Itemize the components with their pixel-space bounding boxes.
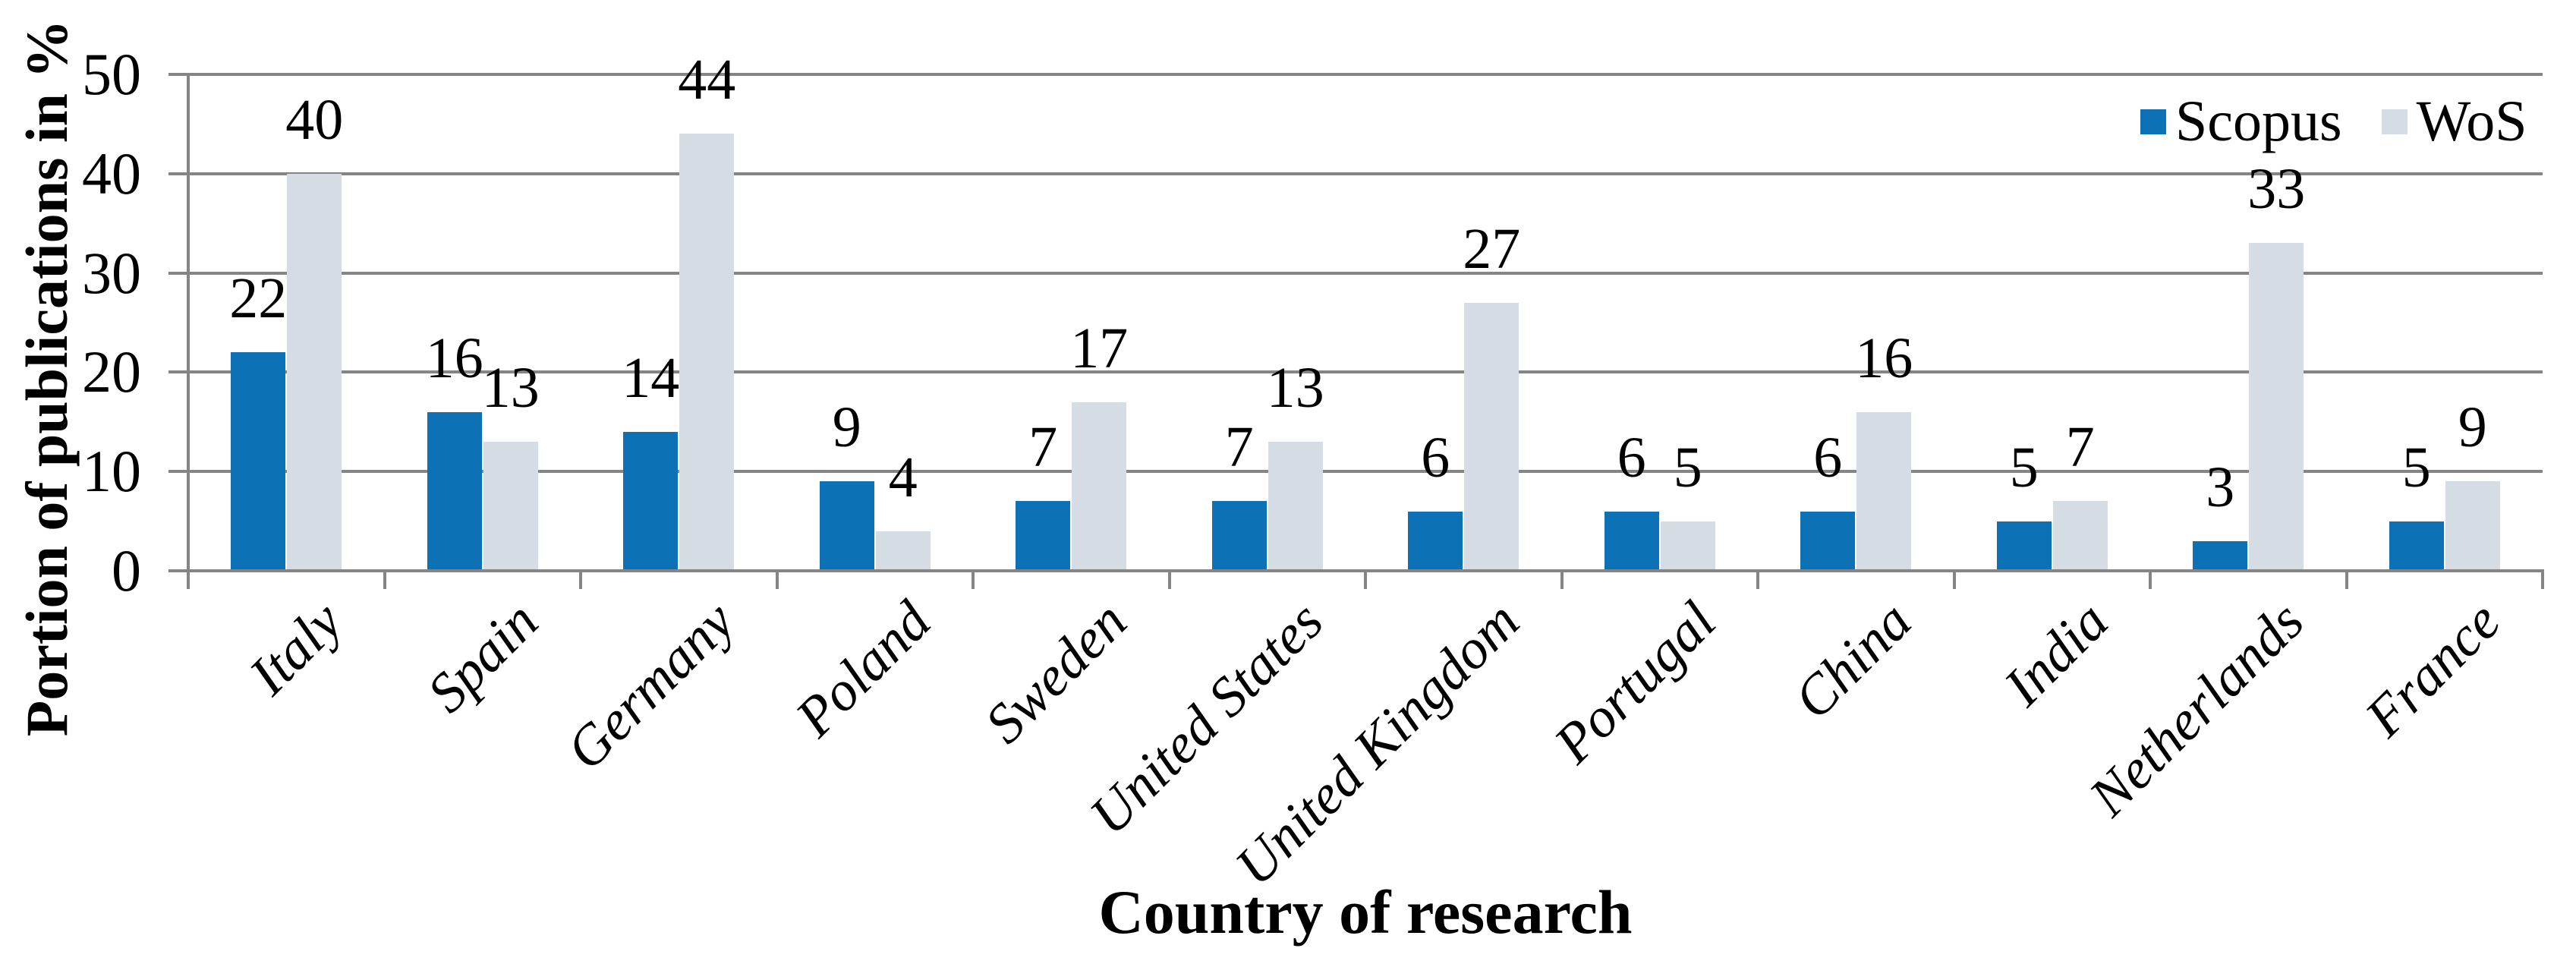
y-tick-label: 0 bbox=[112, 537, 141, 603]
bar-scopus-united-states bbox=[1211, 501, 1267, 571]
bar-label-wos-united-states: 13 bbox=[1266, 355, 1324, 420]
y-tick-mark bbox=[168, 271, 190, 275]
legend-label-scopus: Scopus bbox=[2175, 90, 2342, 153]
bar-label-scopus-poland: 9 bbox=[832, 395, 861, 460]
bar-label-wos-sweden: 17 bbox=[1070, 316, 1129, 380]
legend-item-scopus: Scopus bbox=[2140, 88, 2342, 155]
bar-scopus-poland bbox=[819, 481, 874, 571]
x-axis-title: Country of research bbox=[1098, 877, 1633, 947]
gridline bbox=[188, 470, 2543, 474]
bar-label-scopus-china: 6 bbox=[1813, 425, 1843, 490]
bar-wos-united-states bbox=[1268, 441, 1323, 571]
bar-label-scopus-united-states: 7 bbox=[1224, 415, 1254, 480]
bar-label-scopus-netherlands: 3 bbox=[2206, 455, 2235, 519]
bar-label-scopus-spain: 16 bbox=[425, 326, 483, 390]
bar-wos-italy bbox=[287, 173, 342, 571]
category-label-germany: Germany bbox=[554, 590, 747, 782]
bar-label-wos-united-kingdom: 27 bbox=[1463, 216, 1521, 281]
bar-wos-india bbox=[2052, 501, 2108, 571]
category-label-italy: Italy bbox=[237, 590, 354, 707]
bar-wos-france bbox=[2445, 481, 2500, 571]
bar-label-wos-india: 7 bbox=[2065, 415, 2095, 480]
gridline bbox=[188, 172, 2543, 175]
bar-scopus-germany bbox=[623, 431, 679, 571]
x-tick-mark bbox=[972, 571, 975, 589]
bar-label-wos-spain: 13 bbox=[481, 355, 540, 420]
bar-label-wos-china: 16 bbox=[1855, 326, 1913, 390]
x-tick-mark bbox=[775, 571, 779, 589]
x-tick-mark bbox=[187, 571, 190, 589]
bar-wos-germany bbox=[679, 134, 735, 571]
category-label-spain: Spain bbox=[415, 590, 551, 725]
bar-scopus-netherlands bbox=[2193, 540, 2248, 571]
bar-scopus-italy bbox=[231, 352, 286, 571]
y-tick-mark bbox=[168, 172, 190, 175]
y-axis-line bbox=[187, 73, 190, 572]
category-label-sweden: Sweden bbox=[973, 590, 1139, 756]
gridline bbox=[188, 370, 2543, 374]
bar-wos-china bbox=[1856, 411, 1912, 571]
bar-label-scopus-france: 5 bbox=[2401, 435, 2431, 499]
category-label-netherlands: Netherlands bbox=[2077, 590, 2316, 829]
legend-swatch-wos-icon bbox=[2381, 109, 2408, 134]
legend-label-wos: WoS bbox=[2416, 90, 2527, 153]
bar-wos-netherlands bbox=[2249, 243, 2304, 571]
bar-label-scopus-portugal: 6 bbox=[1617, 425, 1646, 490]
category-label-china: China bbox=[1782, 590, 1924, 732]
y-tick-label: 40 bbox=[82, 140, 141, 206]
legend-swatch-scopus-icon bbox=[2140, 109, 2166, 134]
category-label-portugal: Portugal bbox=[1542, 590, 1728, 776]
y-tick-label: 50 bbox=[82, 41, 141, 107]
bar-label-wos-portugal: 5 bbox=[1673, 435, 1702, 499]
bar-scopus-spain bbox=[427, 411, 482, 571]
y-tick-mark bbox=[168, 73, 190, 76]
x-axis-line bbox=[187, 569, 2544, 572]
x-tick-mark bbox=[579, 571, 582, 589]
x-tick-mark bbox=[1364, 571, 1367, 589]
bar-scopus-sweden bbox=[1016, 501, 1071, 571]
bar-label-wos-italy: 40 bbox=[285, 87, 344, 152]
y-tick-label: 30 bbox=[82, 239, 141, 306]
bar-label-scopus-india: 5 bbox=[2009, 435, 2039, 499]
y-tick-label: 10 bbox=[82, 438, 141, 505]
bar-wos-spain bbox=[483, 441, 538, 571]
bar-wos-portugal bbox=[1660, 521, 1715, 571]
bar-label-scopus-sweden: 7 bbox=[1028, 415, 1058, 480]
bar-wos-united-kingdom bbox=[1464, 302, 1519, 571]
legend-item-wos: WoS bbox=[2381, 88, 2527, 155]
bar-label-wos-poland: 4 bbox=[888, 445, 918, 509]
bar-scopus-france bbox=[2389, 521, 2444, 571]
x-tick-mark bbox=[1167, 571, 1171, 589]
bar-label-scopus-italy: 22 bbox=[229, 266, 288, 331]
category-label-france: France bbox=[2353, 590, 2513, 749]
bar-scopus-india bbox=[1996, 521, 2052, 571]
x-tick-mark bbox=[1756, 571, 1759, 589]
category-label-poland: Poland bbox=[783, 590, 943, 749]
bar-scopus-portugal bbox=[1604, 511, 1659, 571]
gridline bbox=[188, 271, 2543, 275]
bar-label-scopus-united-kingdom: 6 bbox=[1421, 425, 1450, 490]
x-tick-mark bbox=[383, 571, 386, 589]
x-tick-mark bbox=[2149, 571, 2152, 589]
x-tick-mark bbox=[1952, 571, 1956, 589]
bar-label-scopus-germany: 14 bbox=[622, 345, 680, 410]
bar-label-wos-netherlands: 33 bbox=[2247, 157, 2306, 222]
x-tick-mark bbox=[1560, 571, 1564, 589]
x-tick-mark bbox=[2345, 571, 2348, 589]
y-tick-mark bbox=[168, 569, 190, 572]
y-tick-mark bbox=[168, 470, 190, 474]
gridline bbox=[188, 73, 2543, 76]
y-tick-label: 20 bbox=[82, 339, 141, 405]
x-tick-mark bbox=[2541, 571, 2544, 589]
bar-label-wos-france: 9 bbox=[2458, 395, 2487, 460]
legend: Scopus WoS bbox=[2140, 88, 2527, 155]
category-label-india: India bbox=[1992, 590, 2121, 718]
bar-scopus-united-kingdom bbox=[1408, 511, 1463, 571]
bar-wos-sweden bbox=[1072, 402, 1127, 571]
bar-wos-poland bbox=[875, 531, 931, 571]
bar-label-wos-germany: 44 bbox=[678, 48, 736, 112]
bar-scopus-china bbox=[1800, 511, 1856, 571]
y-tick-mark bbox=[168, 370, 190, 374]
